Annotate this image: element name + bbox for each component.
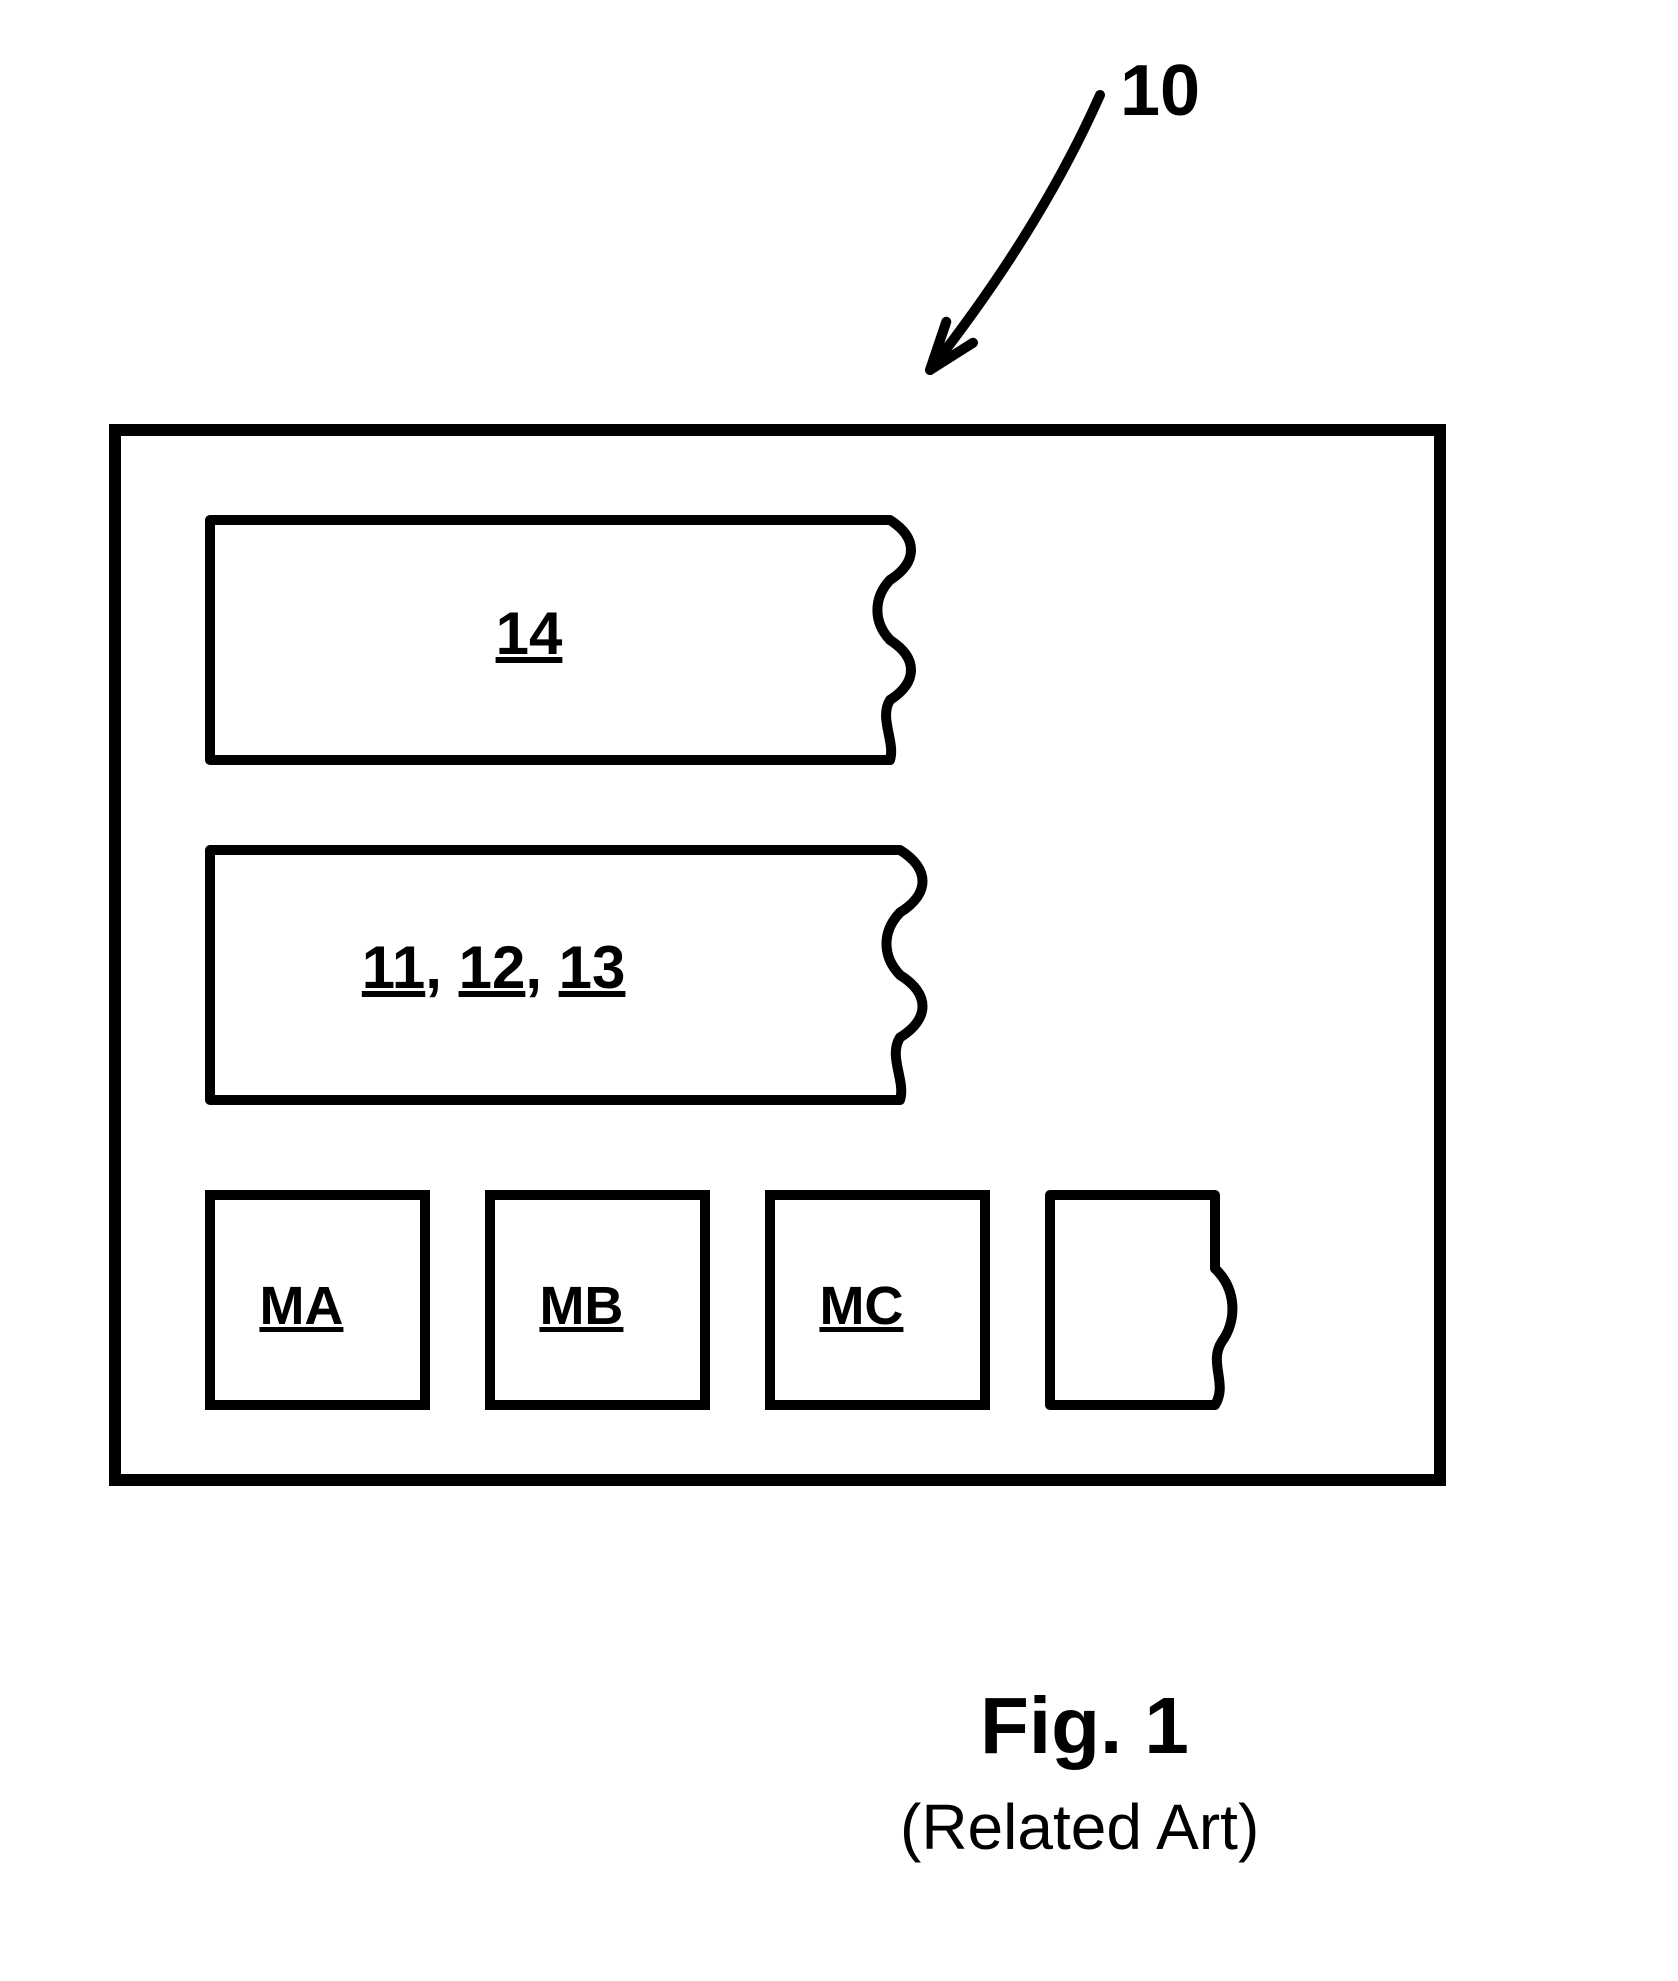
figure-canvas: 10 14 11, 12, 13 MA MB MC Fig. 1 (Relate… <box>0 0 1678 1981</box>
block-part-12: 12 <box>459 934 526 1001</box>
module-mb-label: MB <box>539 1275 623 1337</box>
block-14-label: 14 <box>496 599 563 668</box>
reference-label-10: 10 <box>1120 50 1200 132</box>
figure-svg <box>0 0 1678 1981</box>
block-part-13: 13 <box>559 934 626 1001</box>
figure-caption-subtitle: (Related Art) <box>900 1790 1259 1864</box>
block-11-12-13-label: 11, 12, 13 <box>362 933 626 1002</box>
module-mc-label: MC <box>819 1275 903 1337</box>
figure-caption-title: Fig. 1 <box>980 1680 1189 1772</box>
block-part-11: 11 <box>362 934 425 1001</box>
module-ma-label: MA <box>259 1275 343 1337</box>
